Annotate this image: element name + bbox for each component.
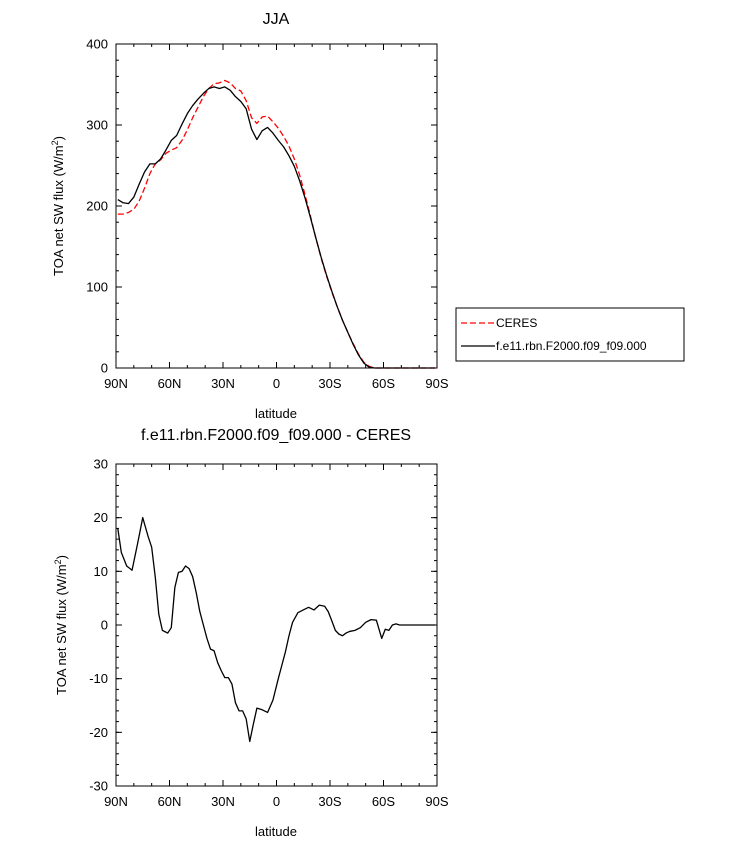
chart-top-series xyxy=(117,79,436,369)
legend-label-ceres: CERES xyxy=(496,316,537,330)
legend-box xyxy=(455,307,685,362)
y-tick-label: 30 xyxy=(94,457,108,472)
chart-top-ylabel-main: TOA net SW flux (W/m xyxy=(51,145,66,276)
x-tick-label: 60N xyxy=(158,794,182,809)
chart-bottom-ticks: 90N 60N 30N 0 30S 60S 90S -30 -20 -10 0 10 20 30 xyxy=(89,457,449,810)
y-tick-label: -10 xyxy=(89,671,108,686)
chart-bottom-series xyxy=(117,517,436,743)
x-tick-label: 60N xyxy=(158,376,182,391)
x-tick-label: 0 xyxy=(273,794,280,809)
chart-bottom: f.e11.rbn.F2000.f09_f09.000 - CERES 90N 6… xyxy=(53,427,449,839)
x-tick-label: 90N xyxy=(104,376,128,391)
chart-top-ylabel: TOA net SW flux (W/m2) xyxy=(50,136,66,276)
series-line-ceres xyxy=(117,79,436,369)
x-tick-label: 30S xyxy=(318,376,341,391)
chart-bottom-ylabel-main: TOA net SW flux (W/m xyxy=(54,564,69,695)
y-tick-label: 0 xyxy=(101,361,108,376)
chart-bottom-xlabel: latitude xyxy=(255,824,297,839)
y-tick-label: 0 xyxy=(101,618,108,633)
x-tick-label: 60S xyxy=(372,376,395,391)
chart-top-ylabel-close: ) xyxy=(51,136,66,140)
y-tick-label: 10 xyxy=(94,564,108,579)
chart-top-xlabel: latitude xyxy=(255,406,297,421)
chart-top-frame xyxy=(115,43,438,369)
chart-top-legend: CERES f.e11.rbn.F2000.f09_f09.000 xyxy=(455,307,685,362)
chart-bottom-ylabel-close: ) xyxy=(54,555,69,559)
x-tick-label: 30S xyxy=(318,794,341,809)
series-line-f-e11-rbn-f2000-f09-f09-000 xyxy=(117,86,436,369)
y-tick-label: 300 xyxy=(86,118,108,133)
y-tick-label: -20 xyxy=(89,725,108,740)
chart-top-title: JJA xyxy=(263,11,290,28)
y-tick-label: 400 xyxy=(86,37,108,52)
chart-top-ylabel-sup: 2 xyxy=(50,140,60,145)
legend-label-model: f.e11.rbn.F2000.f09_f09.000 xyxy=(496,339,647,353)
x-tick-label: 60S xyxy=(372,794,395,809)
y-tick-label: 20 xyxy=(94,510,108,525)
series-line-f-e11-rbn-f2000-f09-f09-000-ceres xyxy=(117,517,436,743)
y-tick-label: -30 xyxy=(89,779,108,794)
x-tick-label: 90S xyxy=(425,376,448,391)
x-tick-label: 0 xyxy=(273,376,280,391)
chart-top-ticks: 90N 60N 30N 0 30S 60S 90S 0 100 200 300 400 xyxy=(86,37,449,392)
chart-bottom-frame xyxy=(115,463,438,787)
y-tick-label: 100 xyxy=(86,280,108,295)
x-tick-label: 30N xyxy=(211,376,235,391)
chart-bottom-ylabel: TOA net SW flux (W/m2) xyxy=(53,555,69,695)
chart-top: JJA 90N 60N 30N 0 30S 60S 90S 0 100 200 300 400 lat… xyxy=(50,11,449,421)
y-tick-label: 200 xyxy=(86,199,108,214)
chart-bottom-title: f.e11.rbn.F2000.f09_f09.000 - CERES xyxy=(141,427,411,444)
chart-bottom-ylabel-sup: 2 xyxy=(53,559,63,564)
x-tick-label: 30N xyxy=(211,794,235,809)
x-tick-label: 90S xyxy=(425,794,448,809)
x-tick-label: 90N xyxy=(104,794,128,809)
